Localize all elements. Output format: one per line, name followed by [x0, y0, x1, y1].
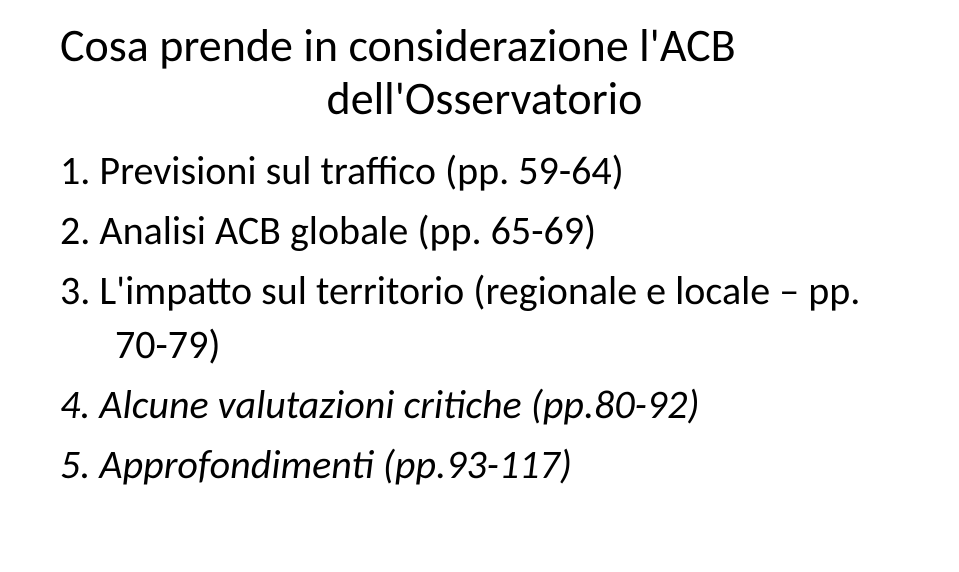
slide-title: Cosa prende in considerazione l'ACB dell…	[60, 20, 909, 126]
list-item: Approfondimenti (pp.93-117)	[60, 438, 909, 492]
list-item: Previsioni sul traffico (pp. 59-64)	[60, 144, 909, 198]
list-item: L'impatto sul territorio (regionale e lo…	[60, 264, 909, 372]
title-line-1: Cosa prende in considerazione l'ACB	[60, 18, 736, 74]
list-item: Analisi ACB globale (pp. 65-69)	[60, 204, 909, 258]
numbered-list: Previsioni sul traffico (pp. 59-64) Anal…	[60, 144, 909, 492]
slide: Cosa prende in considerazione l'ACB dell…	[0, 0, 959, 572]
list-item: Alcune valutazioni critiche (pp.80-92)	[60, 378, 909, 432]
title-line-2: dell'Osservatorio	[60, 73, 909, 126]
